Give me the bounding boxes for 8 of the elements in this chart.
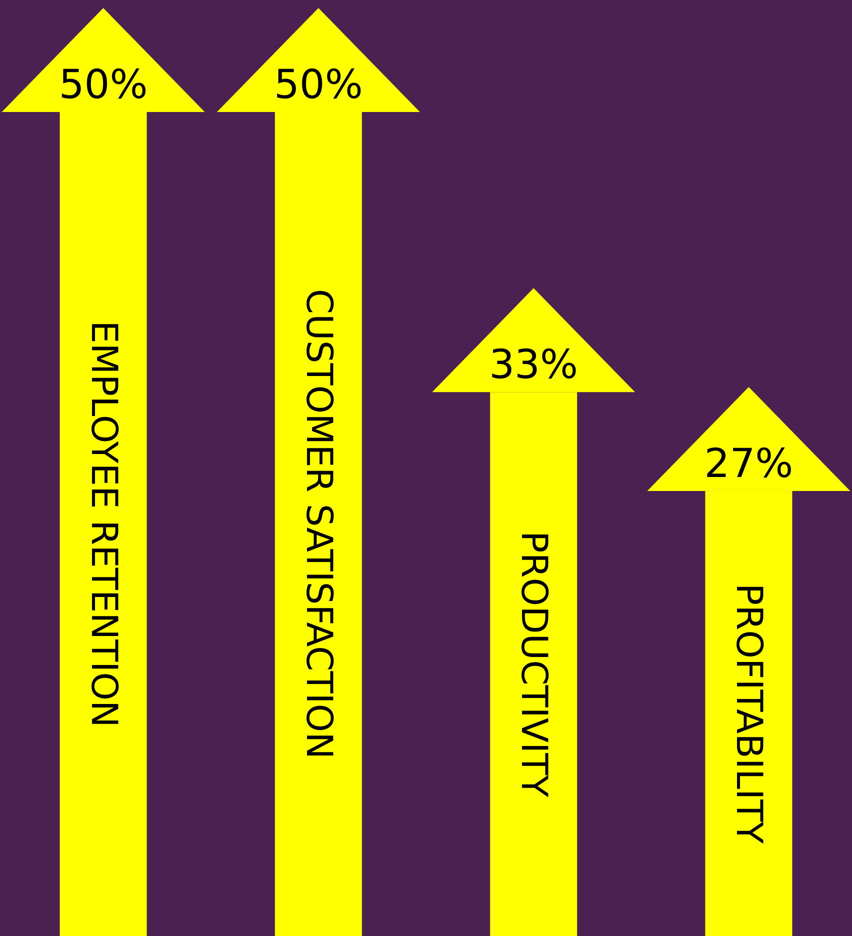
data-label: 50% <box>58 62 148 108</box>
x-tick-label: EMPLOYEE RETENTION <box>82 320 124 728</box>
data-label: 33% <box>489 342 578 388</box>
data-label: 27% <box>704 441 794 488</box>
x-tick-label: CUSTOMER SATISFACTION <box>298 288 339 760</box>
x-tick-label: PROFITABILITY <box>728 583 770 845</box>
data-label: 50% <box>274 62 363 108</box>
x-tick-label: PRODUCTIVITY <box>513 531 554 798</box>
